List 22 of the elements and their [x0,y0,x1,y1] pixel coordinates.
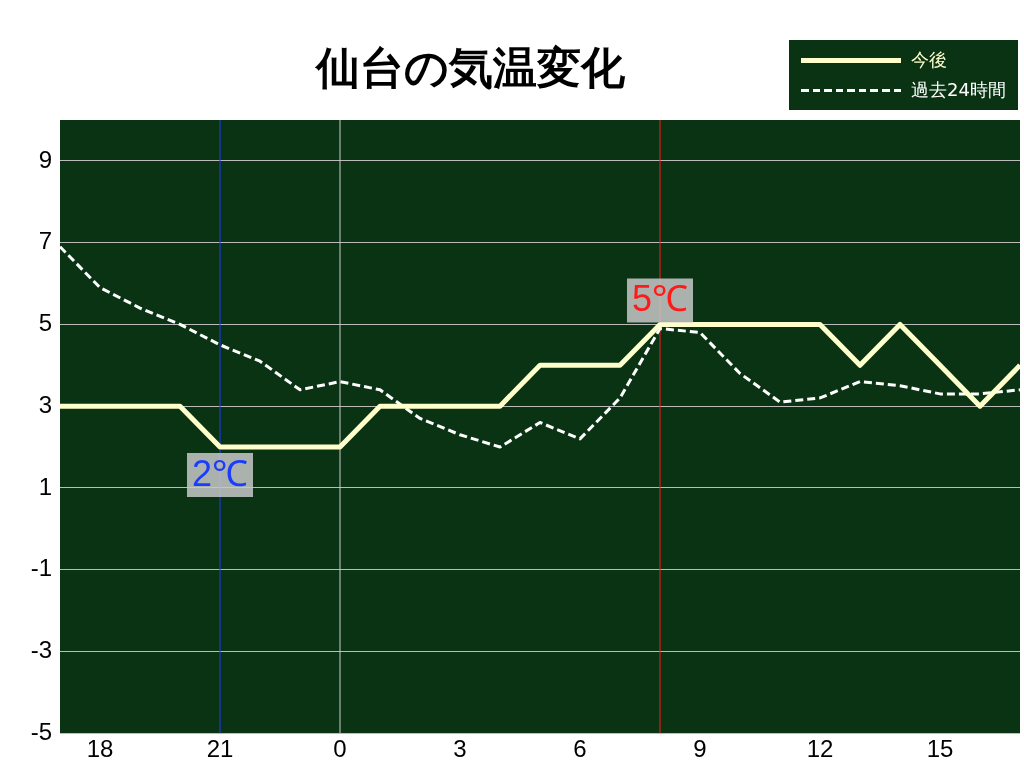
x-tick-label: 3 [453,735,467,763]
y-tick-label: -3 [30,636,52,664]
annotation: 2℃ [191,452,249,494]
text: 今後 [911,48,948,72]
y-tick-label: -5 [30,717,52,745]
line-series [60,245,1020,449]
x-tick-label: 12 [806,735,834,763]
x-tick-label: 9 [693,735,707,763]
legend-label: 過去24時間 [911,78,1006,102]
annotation: 5℃ [631,278,689,320]
x-tick-label: 18 [86,735,114,763]
y-tick-label: 5 [38,309,52,337]
y-tick-label: 1 [38,472,52,500]
x-tick-label: 21 [206,735,234,763]
y-tick-label: 7 [38,227,52,255]
y-tick-label: -1 [30,554,52,582]
y-tick-label: 3 [38,390,52,418]
x-tick-label: 0 [333,735,347,763]
y-tick-label: 9 [38,145,52,173]
x-tick-label: 6 [573,735,587,763]
x-tick-label: 15 [926,735,954,763]
chart-title: 仙台の気温変化 [313,42,626,94]
